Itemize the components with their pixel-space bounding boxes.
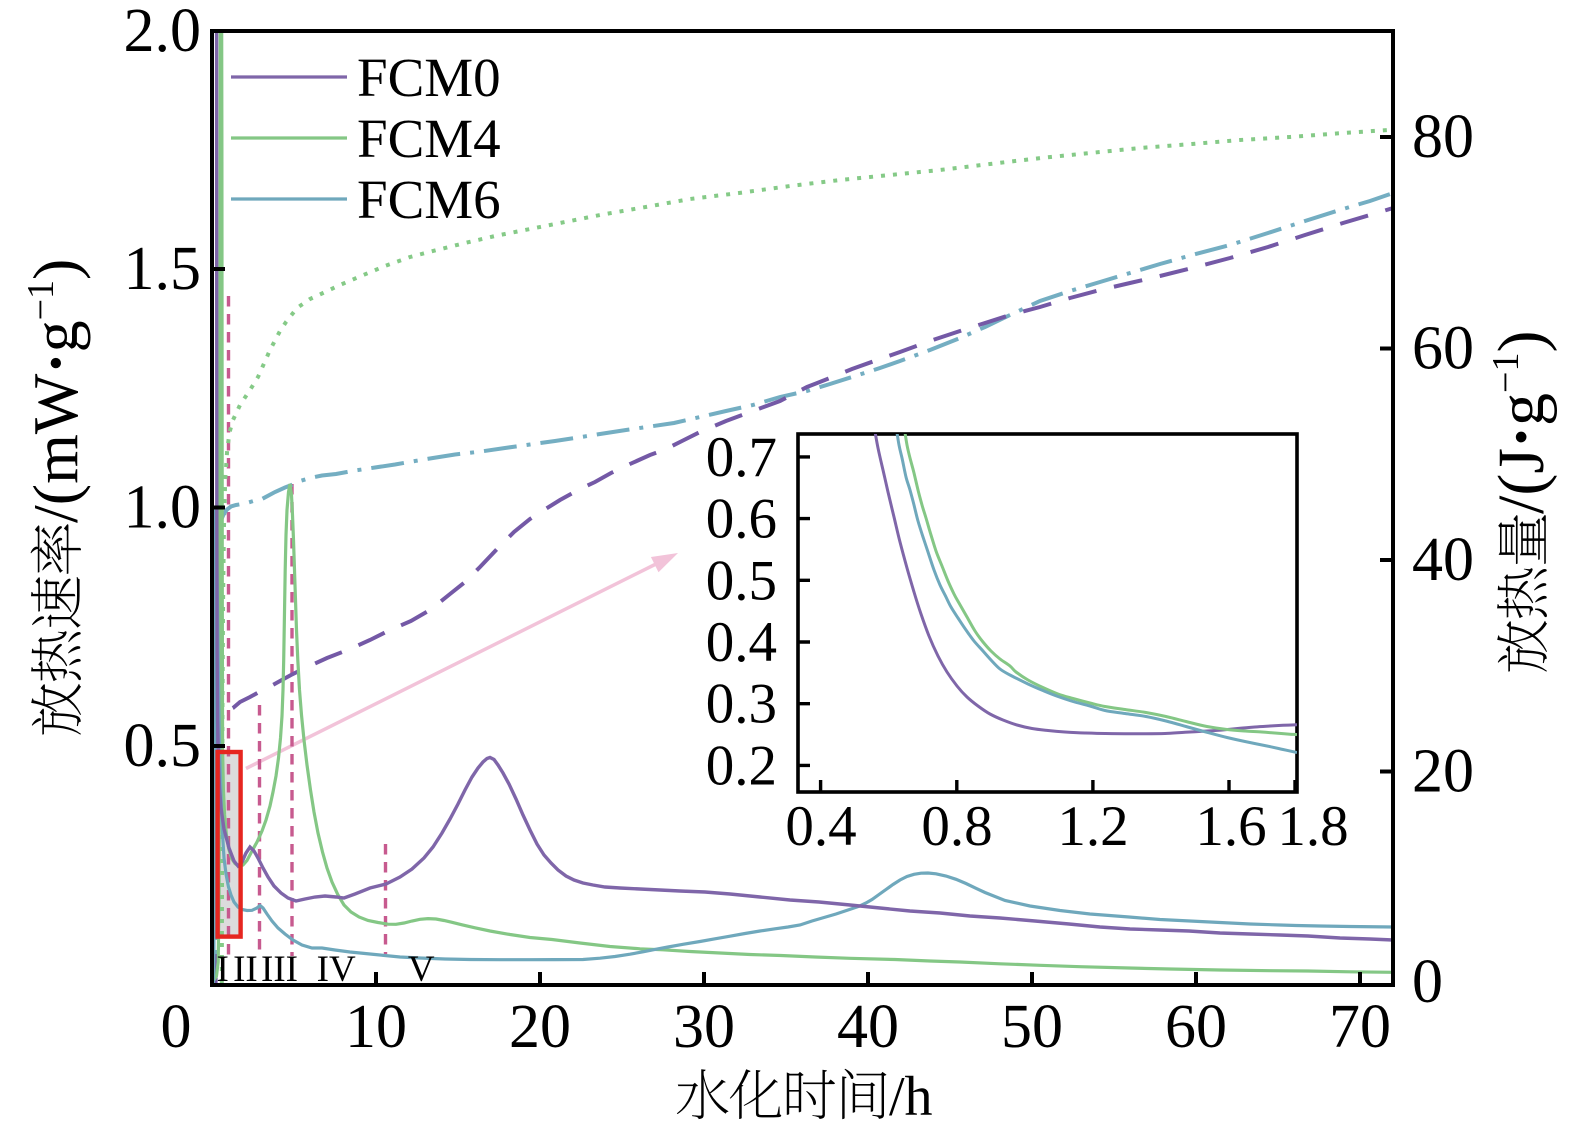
svg-text:0: 0 (161, 993, 192, 1061)
svg-text:0.8: 0.8 (921, 795, 992, 858)
svg-text:V: V (408, 949, 435, 990)
svg-text:0.2: 0.2 (706, 734, 777, 797)
svg-text:70: 70 (1329, 993, 1391, 1061)
svg-text:1.6: 1.6 (1195, 795, 1266, 858)
svg-text:II: II (233, 949, 258, 990)
svg-text:20: 20 (509, 993, 571, 1061)
svg-text:I: I (217, 949, 229, 990)
svg-text:1.8: 1.8 (1277, 795, 1348, 858)
svg-text:2.0: 2.0 (124, 0, 202, 65)
svg-text:FCM0: FCM0 (357, 47, 501, 108)
svg-text:50: 50 (1001, 993, 1063, 1061)
svg-text:1.2: 1.2 (1057, 795, 1128, 858)
svg-text:FCM6: FCM6 (357, 169, 501, 230)
svg-text:III: III (261, 949, 298, 990)
svg-text:0.3: 0.3 (706, 673, 777, 736)
svg-text:60: 60 (1412, 315, 1474, 383)
svg-text:40: 40 (837, 993, 899, 1061)
svg-text:0.5: 0.5 (124, 712, 202, 780)
svg-text:10: 10 (345, 993, 407, 1061)
svg-text:80: 80 (1412, 103, 1474, 171)
svg-text:IV: IV (317, 949, 356, 990)
svg-text:FCM4: FCM4 (357, 108, 501, 169)
svg-text:0: 0 (1412, 948, 1443, 1016)
svg-text:/(mW·g−1): /(mW·g−1) (20, 259, 91, 523)
svg-text:0.7: 0.7 (706, 426, 777, 489)
svg-text:30: 30 (673, 993, 735, 1061)
svg-text:0.4: 0.4 (706, 611, 777, 674)
svg-text:60: 60 (1165, 993, 1227, 1061)
svg-text:0.4: 0.4 (785, 795, 856, 858)
svg-text:/h: /h (889, 1066, 933, 1128)
svg-text:0.6: 0.6 (706, 488, 777, 551)
svg-text:20: 20 (1412, 738, 1474, 806)
svg-text:40: 40 (1412, 526, 1474, 594)
svg-text:1.5: 1.5 (124, 235, 202, 303)
svg-text:0.5: 0.5 (706, 549, 777, 612)
svg-text:1.0: 1.0 (124, 474, 202, 542)
